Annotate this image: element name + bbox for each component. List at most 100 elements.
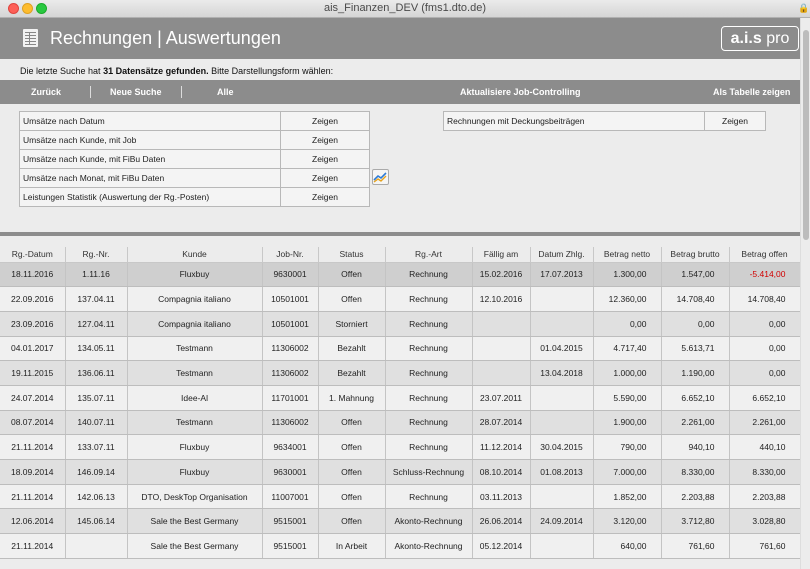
table-cell: Compagnia italiano (127, 311, 263, 337)
column-header[interactable]: Job-Nr. (262, 247, 319, 263)
table-cell: 6.652,10 (729, 385, 801, 411)
table-row[interactable]: 21.11.2014 133.07.11 Fluxbuy 9634001 Offen Re… (0, 434, 801, 460)
table-cell: 11306002 (262, 410, 319, 436)
all-button[interactable]: Alle (217, 87, 234, 97)
column-header[interactable]: Betrag brutto (661, 247, 730, 263)
stats-label: Leistungen Statistik (Auswertung der Rg.… (19, 187, 281, 207)
stats-row: Leistungen Statistik (Auswertung der Rg.… (19, 187, 370, 207)
table-cell: 26.06.2014 (472, 508, 531, 535)
table-cell: 10501001 (262, 311, 319, 337)
column-header[interactable]: Datum Zhlg. (530, 247, 594, 263)
table-row[interactable]: 18.11.2016 1.11.16 Fluxbuy 9630001 Offen Rech… (0, 262, 801, 288)
table-cell: 940,10 (661, 434, 730, 460)
search-result-info: Die letzte Suche hat 31 Datensätze gefun… (20, 66, 333, 76)
table-cell: 08.10.2014 (472, 459, 531, 485)
table-row[interactable]: 18.09.2014 146.09.14 Fluxbuy 9630001 Offen Sc… (0, 459, 801, 485)
table-cell: 24.09.2014 (530, 508, 594, 535)
column-header[interactable]: Betrag netto (593, 247, 662, 263)
table-cell: 30.04.2015 (530, 434, 594, 460)
show-button[interactable]: Zeigen (280, 130, 370, 150)
table-cell: 13.04.2018 (530, 360, 594, 386)
table-cell: 03.11.2013 (472, 484, 531, 510)
back-button[interactable]: Zurück (31, 87, 62, 97)
show-button[interactable]: Zeigen (280, 187, 370, 207)
table-cell: Offen (318, 410, 386, 436)
table-cell: Rechnung (385, 262, 473, 288)
column-header[interactable]: Betrag offen (729, 247, 801, 263)
table-cell: 136.06.11 (65, 360, 128, 386)
column-header[interactable]: Kunde (127, 247, 263, 263)
table-cell: 18.09.2014 (0, 459, 66, 485)
table-cell: Sale the Best Germany (127, 533, 263, 559)
close-window-button[interactable] (8, 3, 19, 14)
table-cell: Offen (318, 286, 386, 312)
table-cell: Sale the Best Germany (127, 508, 263, 535)
logo-pro: pro (766, 30, 790, 47)
show-button[interactable]: Zeigen (704, 111, 766, 131)
scrollbar-thumb[interactable] (803, 30, 809, 240)
table-cell: 1.11.16 (65, 262, 128, 288)
stats-label: Umsätze nach Kunde, mit FiBu Daten (19, 149, 281, 169)
table-cell (65, 533, 128, 559)
table-row[interactable]: 22.09.2016 137.04.11 Compagnia italiano 105… (0, 286, 801, 312)
separator (181, 86, 182, 98)
table-cell: 140.07.11 (65, 410, 128, 436)
table-cell: Akonto-Rechnung (385, 508, 473, 535)
table-row[interactable]: 21.11.2014 142.06.13 DTO, DeskTop Organisa… (0, 484, 801, 510)
table-cell: 2.203,88 (729, 484, 801, 510)
result-count: 31 Datensätze gefunden. (103, 66, 209, 76)
table-cell: 11701001 (262, 385, 319, 411)
stats-row: Umsätze nach Monat, mit FiBu Daten Zeigen (19, 168, 370, 188)
page-title: Rechnungen | Auswertungen (50, 28, 281, 48)
table-row[interactable]: 04.01.2017 134.05.11 Testmann 11306002 Bezah… (0, 336, 801, 362)
table-cell: Rechnung (385, 484, 473, 510)
table-cell: 761,60 (661, 533, 730, 559)
table-row[interactable]: 19.11.2015 136.06.11 Testmann 11306002 Bezah… (0, 360, 801, 386)
zoom-window-button[interactable] (36, 3, 47, 14)
table-cell (472, 311, 531, 337)
table-row[interactable]: 21.11.2014 Sale the Best Germany 9515001 In… (0, 533, 801, 559)
table-cell: 0,00 (593, 311, 662, 337)
table-cell: 05.12.2014 (472, 533, 531, 559)
table-cell: Schluss-Rechnung (385, 459, 473, 485)
table-row[interactable]: 24.07.2014 135.07.11 Idee-Al 11701001 1. Mah… (0, 385, 801, 411)
stats-label: Umsätze nach Monat, mit FiBu Daten (19, 168, 281, 188)
statistics-options: Umsätze nach Datum Zeigen Umsätze nach Ku… (19, 111, 370, 207)
table-cell: 6.652,10 (661, 385, 730, 411)
table-cell (472, 336, 531, 362)
minimize-window-button[interactable] (22, 3, 33, 14)
column-header[interactable]: Rg.-Art (385, 247, 473, 263)
stats-label: Umsätze nach Kunde, mit Job (19, 130, 281, 150)
table-cell: Offen (318, 459, 386, 485)
table-cell: Testmann (127, 410, 263, 436)
table-row[interactable]: 08.07.2014 140.07.11 Testmann 11306002 Offen… (0, 410, 801, 436)
table-cell: 11306002 (262, 360, 319, 386)
show-as-table-button[interactable]: Als Tabelle zeigen (713, 87, 791, 97)
show-button[interactable]: Zeigen (280, 111, 370, 131)
table-cell (530, 533, 594, 559)
table-cell: 5.613,71 (661, 336, 730, 362)
table-cell (472, 360, 531, 386)
table-cell: 3.028,80 (729, 508, 801, 535)
column-header[interactable]: Status (318, 247, 386, 263)
table-row[interactable]: 12.06.2014 145.06.14 Sale the Best Germany… (0, 508, 801, 535)
show-button[interactable]: Zeigen (280, 168, 370, 188)
update-job-controlling-button[interactable]: Aktualisiere Job-Controlling (460, 87, 581, 97)
table-cell: Idee-Al (127, 385, 263, 411)
table-cell: Testmann (127, 360, 263, 386)
table-cell: 9630001 (262, 459, 319, 485)
section-divider (0, 232, 800, 236)
column-header[interactable]: Fällig am (472, 247, 531, 263)
new-search-button[interactable]: Neue Suche (110, 87, 162, 97)
table-cell: Testmann (127, 336, 263, 362)
table-cell: Offen (318, 508, 386, 535)
column-header[interactable]: Rg.-Nr. (65, 247, 128, 263)
table-cell: 12.360,00 (593, 286, 662, 312)
vertical-scrollbar[interactable] (800, 18, 810, 569)
table-cell: Rechnung (385, 336, 473, 362)
show-button[interactable]: Zeigen (280, 149, 370, 169)
table-cell: 142.06.13 (65, 484, 128, 510)
chart-icon[interactable] (372, 169, 389, 185)
table-row[interactable]: 23.09.2016 127.04.11 Compagnia italiano 105… (0, 311, 801, 337)
column-header[interactable]: Rg.-Datum (0, 247, 66, 263)
